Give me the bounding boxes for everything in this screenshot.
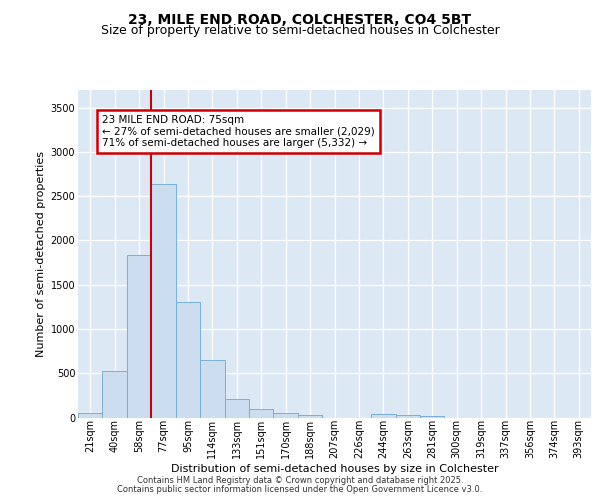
Text: Contains public sector information licensed under the Open Government Licence v3: Contains public sector information licen… — [118, 485, 482, 494]
Bar — [298, 415, 322, 418]
Text: Size of property relative to semi-detached houses in Colchester: Size of property relative to semi-detach… — [101, 24, 499, 37]
Bar — [200, 360, 224, 418]
X-axis label: Distribution of semi-detached houses by size in Colchester: Distribution of semi-detached houses by … — [170, 464, 499, 474]
Y-axis label: Number of semi-detached properties: Number of semi-detached properties — [37, 151, 46, 356]
Text: 23, MILE END ROAD, COLCHESTER, CO4 5BT: 23, MILE END ROAD, COLCHESTER, CO4 5BT — [128, 12, 472, 26]
Bar — [420, 416, 445, 418]
Bar — [371, 414, 395, 418]
Bar — [78, 412, 103, 418]
Bar — [395, 416, 420, 418]
Bar — [127, 254, 151, 418]
Bar — [103, 370, 127, 418]
Text: Contains HM Land Registry data © Crown copyright and database right 2025.: Contains HM Land Registry data © Crown c… — [137, 476, 463, 485]
Bar — [249, 409, 274, 418]
Bar — [274, 412, 298, 418]
Bar — [151, 184, 176, 418]
Text: 23 MILE END ROAD: 75sqm
← 27% of semi-detached houses are smaller (2,029)
71% of: 23 MILE END ROAD: 75sqm ← 27% of semi-de… — [103, 115, 375, 148]
Bar — [224, 399, 249, 417]
Bar — [176, 302, 200, 418]
